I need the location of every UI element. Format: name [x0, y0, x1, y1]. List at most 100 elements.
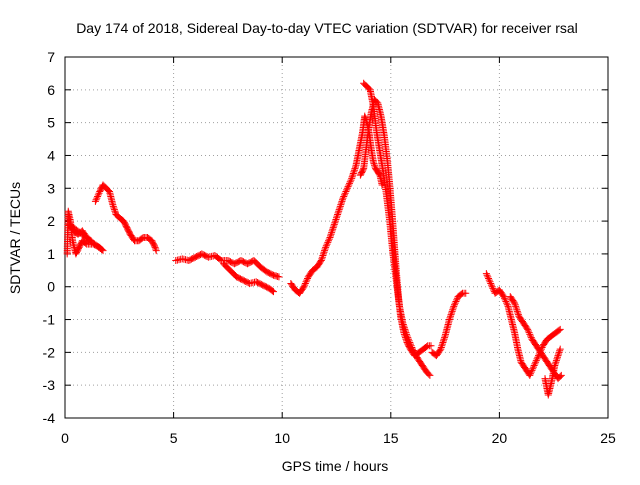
- data-point: [482, 270, 490, 278]
- data-point: [403, 330, 411, 338]
- data-point: [343, 184, 351, 192]
- data-point: [503, 299, 511, 307]
- data-point: [322, 242, 330, 250]
- data-point: [554, 353, 562, 361]
- data-point: [529, 363, 537, 371]
- data-point: [525, 329, 533, 337]
- data-point: [439, 337, 447, 345]
- data-point: [321, 247, 329, 255]
- y-tick-label: 5: [47, 115, 55, 131]
- data-point: [326, 234, 334, 241]
- data-point: [337, 201, 345, 209]
- data-point: [513, 307, 521, 315]
- data-point: [514, 309, 522, 317]
- x-tick-label: 0: [61, 430, 69, 446]
- data-point: [335, 206, 343, 214]
- data-point: [514, 311, 522, 319]
- data-point: [93, 194, 101, 202]
- data-point: [323, 240, 331, 248]
- data-point: [401, 327, 409, 335]
- y-tick-label: 6: [47, 82, 55, 98]
- data-point: [426, 371, 434, 379]
- data-point: [325, 235, 333, 243]
- data-point: [319, 250, 327, 258]
- data-point: [322, 243, 330, 251]
- data-point: [86, 236, 94, 244]
- x-tick-label: 15: [383, 430, 399, 446]
- data-point: [441, 334, 449, 342]
- data-point: [483, 271, 491, 279]
- data-point: [329, 224, 337, 232]
- axis-ticks: [64, 56, 609, 419]
- data-point: [406, 339, 414, 347]
- x-tick-label: 25: [600, 430, 616, 446]
- data-point: [554, 352, 562, 360]
- data-point: [437, 343, 445, 351]
- data-point: [345, 181, 353, 189]
- data-point: [529, 365, 537, 373]
- data-point: [318, 255, 326, 263]
- tick-labels: 0 5 10 15 20 25 -4 -3 -2 -1 0 1 2 3 4 5 6 7: [43, 49, 616, 446]
- data-point: [450, 302, 458, 310]
- y-tick-label: 0: [47, 279, 55, 295]
- data-point: [523, 324, 531, 332]
- data-point: [351, 165, 359, 173]
- data-point: [337, 199, 345, 207]
- data-point: [556, 345, 564, 353]
- data-point: [87, 237, 95, 245]
- y-tick-label: 1: [47, 246, 55, 262]
- data-point: [349, 170, 357, 178]
- data-point: [555, 326, 563, 334]
- data-point: [325, 237, 333, 245]
- data-point: [527, 370, 535, 378]
- data-point: [501, 296, 509, 304]
- data-point: [534, 353, 542, 361]
- data-point: [346, 178, 354, 186]
- data-point: [484, 273, 492, 281]
- data-point: [341, 189, 349, 197]
- data-point: [216, 255, 224, 263]
- data-point: [320, 248, 328, 256]
- y-tick-label: -1: [43, 312, 56, 328]
- data-point: [400, 322, 408, 330]
- y-tick-label: -2: [43, 344, 56, 360]
- data-point: [94, 191, 102, 199]
- data-point: [533, 355, 541, 363]
- data-point: [399, 320, 407, 328]
- data-point: [110, 206, 118, 214]
- data-point: [449, 304, 457, 312]
- data-point: [486, 278, 494, 286]
- data-point: [109, 202, 117, 210]
- data-point: [512, 302, 520, 310]
- data-point: [343, 186, 351, 194]
- data-point: [400, 324, 408, 332]
- data-point: [405, 337, 413, 345]
- data-point: [300, 283, 308, 291]
- x-axis-label: GPS time / hours: [282, 458, 389, 474]
- data-point: [448, 307, 456, 315]
- y-axis-label: SDTVAR / TECUs: [7, 182, 23, 294]
- data-point: [524, 327, 532, 335]
- y-tick-label: -4: [43, 410, 56, 426]
- data-point: [333, 214, 340, 222]
- data-point: [331, 217, 339, 225]
- data-point: [349, 171, 357, 179]
- data-point: [551, 361, 559, 369]
- data-point: [339, 194, 347, 202]
- data-point: [328, 227, 336, 235]
- data-point: [399, 319, 407, 327]
- data-point: [319, 252, 327, 260]
- y-tick-label: 4: [47, 147, 55, 163]
- x-tick-label: 5: [170, 430, 178, 446]
- data-point: [335, 207, 343, 215]
- data-point: [440, 335, 448, 343]
- data-point: [532, 358, 540, 366]
- data-point: [403, 332, 411, 340]
- data-point: [303, 276, 311, 284]
- data-point: [552, 357, 560, 365]
- data-point: [344, 183, 352, 191]
- data-point: [511, 301, 519, 309]
- data-point: [318, 253, 326, 261]
- data-point: [268, 287, 276, 295]
